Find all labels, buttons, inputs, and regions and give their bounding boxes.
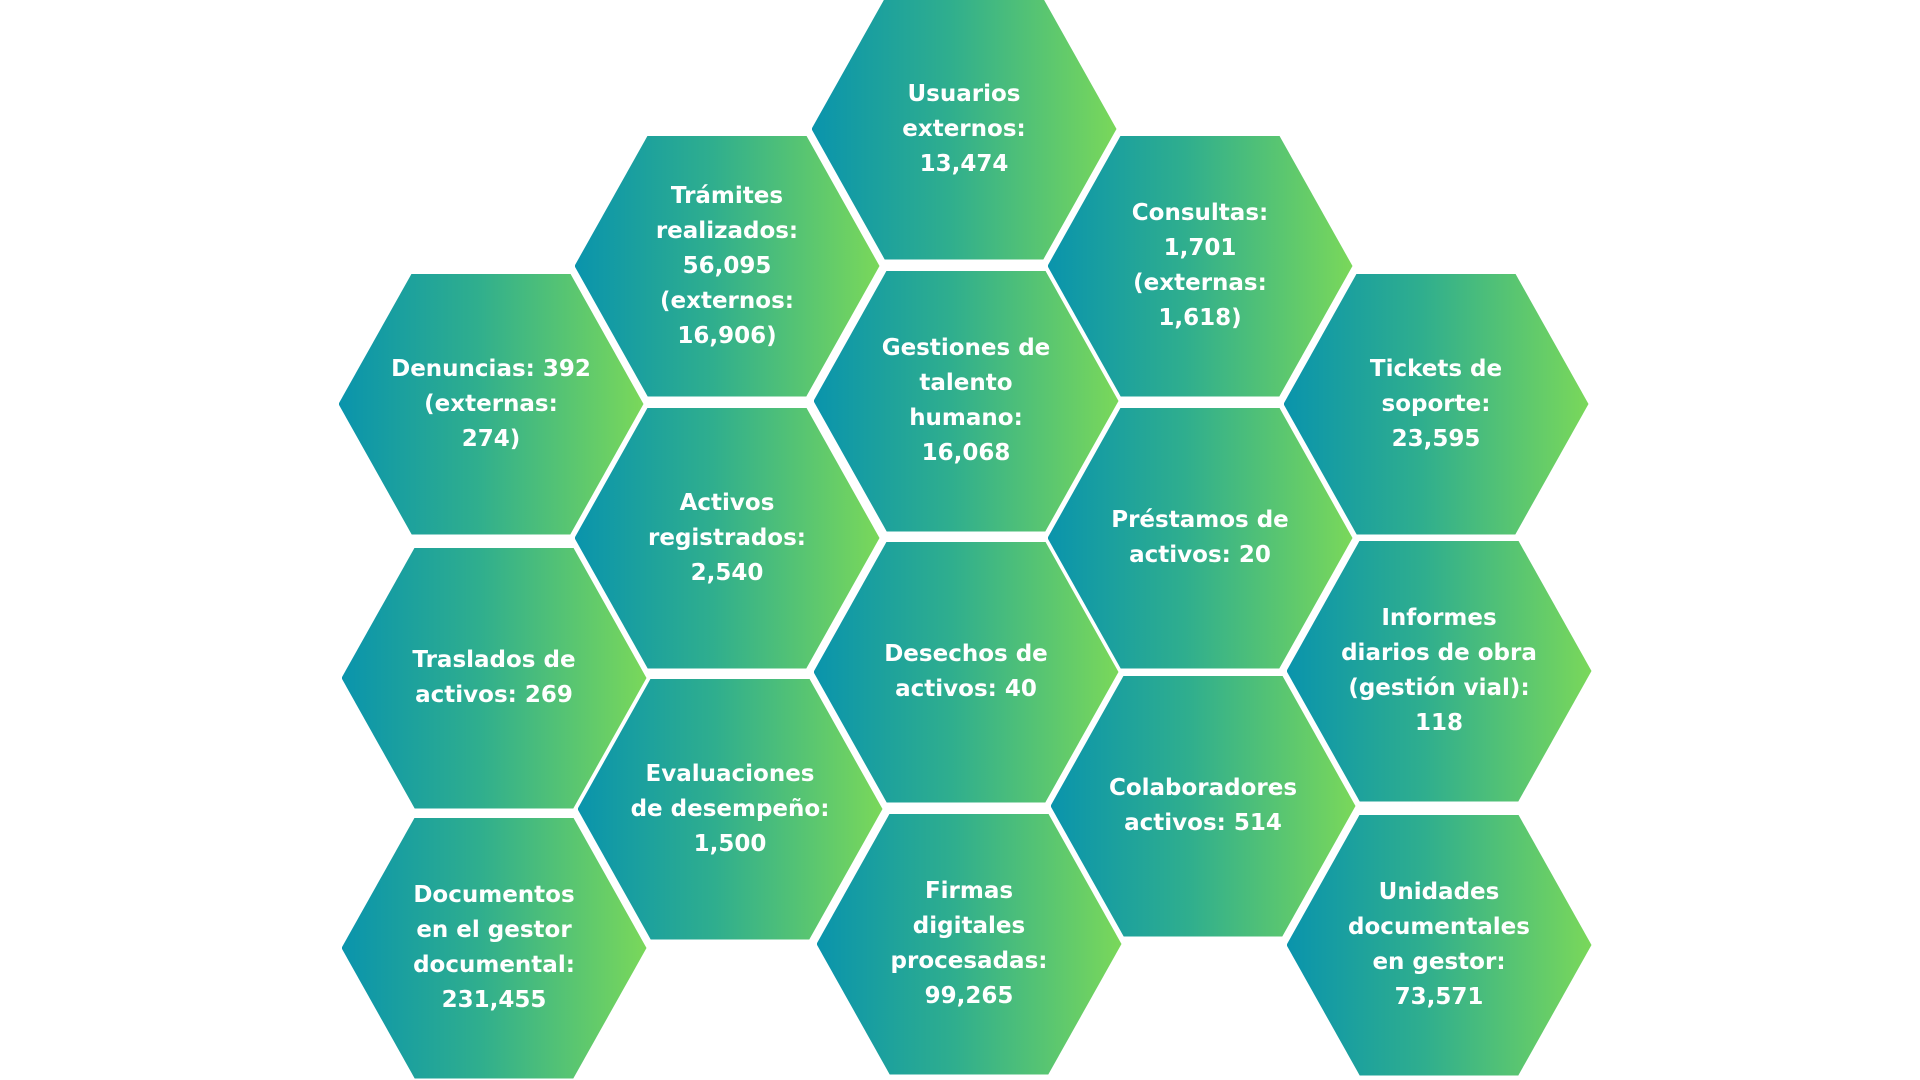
- hexagon: Desechos de activos: 40: [813, 541, 1119, 803]
- hexagon-label: Desechos de activos: 40: [884, 641, 1048, 702]
- hexagon-label: Evaluaciones de desempeño: 1,500: [630, 760, 830, 857]
- hexagon-label: Informes diarios de obra (gestión vial):…: [1341, 605, 1537, 736]
- hexagon: Documentos en el gestor documental: 231,…: [341, 817, 647, 1079]
- hexagon-label: Tickets de soporte: 23,595: [1369, 355, 1503, 452]
- hexagon-label: Usuarios externos: 13,474: [902, 80, 1026, 177]
- hexagon-label: Activos registrados: 2,540: [648, 489, 806, 586]
- hexagon-label: Préstamos de activos: 20: [1111, 507, 1289, 568]
- hexagon-label: Colaboradores activos: 514: [1108, 775, 1298, 836]
- hexagon: Informes diarios de obra (gestión vial):…: [1286, 540, 1592, 802]
- hexagon: Consultas: 1,701 (externas: 1,618): [1047, 135, 1353, 397]
- hexagon-label: Gestiones de talento humano: 16,068: [881, 335, 1051, 466]
- hexagon-label: Documentos en el gestor documental: 231,…: [413, 882, 575, 1013]
- hexagon: Traslados de activos: 269: [341, 547, 647, 809]
- hexagon-label: Traslados de activos: 269: [412, 647, 576, 708]
- hexagon: Usuarios externos: 13,474: [811, 0, 1117, 260]
- hexagon: Evaluaciones de desempeño: 1,500: [577, 678, 883, 940]
- hexagon: Colaboradores activos: 514: [1050, 675, 1356, 937]
- hexagon: Firmas digitales procesadas: 99,265: [816, 813, 1122, 1075]
- hexagon-label: Firmas digitales procesadas: 99,265: [890, 878, 1048, 1009]
- hexagon: Trámites realizados: 56,095 (externos: 1…: [574, 135, 880, 397]
- hexagon-label: Consultas: 1,701 (externas: 1,618): [1131, 200, 1269, 331]
- hexagon: Unidades documentales en gestor: 73,571: [1286, 814, 1592, 1076]
- hexagon: Denuncias: 392 (externas: 274): [338, 273, 644, 535]
- hexagon-label: Denuncias: 392 (externas: 274): [391, 355, 591, 452]
- hexagon: Préstamos de activos: 20: [1047, 407, 1353, 669]
- hexagon: Tickets de soporte: 23,595: [1283, 273, 1589, 535]
- hexagon: Activos registrados: 2,540: [574, 407, 880, 669]
- hexagon: Gestiones de talento humano: 16,068: [813, 270, 1119, 532]
- hexagon-label: Unidades documentales en gestor: 73,571: [1348, 879, 1530, 1010]
- hexagon-label: Trámites realizados: 56,095 (externos: 1…: [655, 182, 799, 349]
